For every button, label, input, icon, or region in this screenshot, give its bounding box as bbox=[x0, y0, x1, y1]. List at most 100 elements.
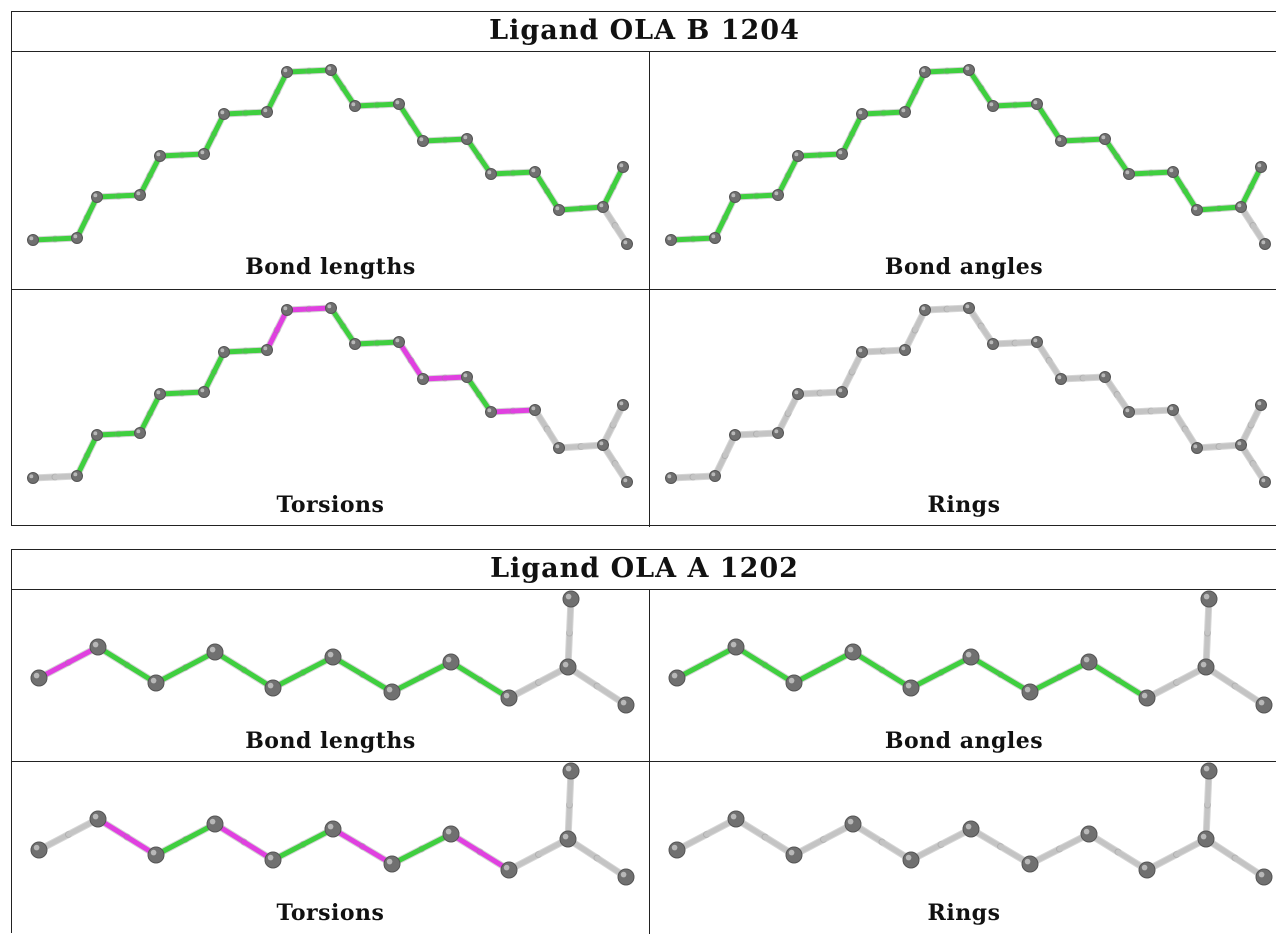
atom bbox=[529, 166, 541, 178]
atom bbox=[836, 148, 848, 160]
atom-highlight bbox=[209, 646, 216, 653]
atom-highlight bbox=[965, 66, 970, 71]
atom-highlight bbox=[395, 338, 400, 343]
ligand-panel-ola-a-1202: Ligand OLA A 1202 Bond lengths Bond angl… bbox=[11, 549, 1276, 934]
atom-highlight bbox=[671, 672, 678, 679]
cell-rings: Rings bbox=[650, 762, 1276, 934]
atom bbox=[1138, 861, 1156, 879]
atom-highlight bbox=[351, 102, 356, 107]
atom bbox=[1099, 133, 1111, 145]
atom bbox=[461, 133, 473, 145]
atom bbox=[617, 399, 629, 411]
atom-highlight bbox=[1200, 833, 1207, 840]
atom-highlight bbox=[150, 849, 157, 856]
atom-highlight bbox=[1193, 444, 1198, 449]
molecule-view-torsions bbox=[30, 762, 635, 886]
atom bbox=[1138, 689, 1156, 707]
atom-highlight bbox=[858, 110, 863, 115]
atom bbox=[553, 442, 565, 454]
atom-highlight bbox=[730, 641, 737, 648]
atom bbox=[962, 820, 980, 838]
atom bbox=[844, 815, 862, 833]
atom-highlight bbox=[136, 429, 141, 434]
atom-highlight bbox=[351, 340, 356, 345]
atom bbox=[1255, 399, 1267, 411]
cell-caption: Bond lengths bbox=[245, 254, 416, 280]
atom-highlight bbox=[1024, 686, 1031, 693]
atom-highlight bbox=[263, 108, 268, 113]
atom-highlight bbox=[667, 474, 672, 479]
atom bbox=[668, 841, 686, 859]
atom bbox=[1200, 590, 1218, 608]
atom-highlight bbox=[267, 854, 274, 861]
molecule-view-bond-angles bbox=[665, 64, 1271, 250]
atom-highlight bbox=[386, 858, 393, 865]
atom bbox=[1099, 371, 1111, 383]
atom bbox=[1259, 476, 1271, 488]
atom bbox=[1259, 238, 1271, 250]
atom-highlight bbox=[847, 646, 854, 653]
atom bbox=[134, 427, 146, 439]
atom bbox=[856, 108, 868, 120]
atom bbox=[147, 846, 165, 864]
atom bbox=[1191, 442, 1203, 454]
cell-caption: Rings bbox=[927, 492, 1001, 518]
atom bbox=[836, 386, 848, 398]
atom bbox=[902, 679, 920, 697]
atom bbox=[154, 150, 166, 162]
atom bbox=[261, 344, 273, 356]
cell-bond-angles: Bond angles bbox=[650, 590, 1276, 761]
atom-highlight bbox=[200, 388, 205, 393]
atom-highlight bbox=[965, 304, 970, 309]
atom bbox=[349, 338, 361, 350]
atom-highlight bbox=[1083, 828, 1090, 835]
atom-highlight bbox=[731, 431, 736, 436]
atom-highlight bbox=[1200, 661, 1207, 668]
atom bbox=[1080, 653, 1098, 671]
atom bbox=[349, 100, 361, 112]
atom bbox=[325, 64, 337, 76]
atom bbox=[1197, 830, 1215, 848]
atom-highlight bbox=[92, 813, 99, 820]
atom bbox=[665, 472, 677, 484]
atom bbox=[902, 851, 920, 869]
atom-highlight bbox=[156, 152, 161, 157]
atom-highlight bbox=[788, 849, 795, 856]
molecule-view-bond-angles bbox=[668, 590, 1273, 714]
cell-bond-lengths: Bond lengths bbox=[12, 590, 649, 761]
atom bbox=[30, 669, 48, 687]
atom bbox=[1191, 204, 1203, 216]
panel-title: Ligand OLA A 1202 bbox=[12, 550, 1276, 590]
atom-highlight bbox=[623, 240, 628, 245]
atom-highlight bbox=[327, 651, 334, 658]
atom bbox=[89, 638, 107, 656]
atom bbox=[727, 810, 745, 828]
cell-caption: Rings bbox=[927, 900, 1001, 926]
atom bbox=[617, 161, 629, 173]
atom-highlight bbox=[445, 656, 452, 663]
row-divider bbox=[12, 761, 1276, 762]
atom-highlight bbox=[1258, 699, 1265, 706]
atom-highlight bbox=[267, 682, 274, 689]
atom bbox=[485, 406, 497, 418]
atom bbox=[442, 825, 460, 843]
atom-highlight bbox=[445, 828, 452, 835]
atom bbox=[987, 338, 999, 350]
atom bbox=[89, 810, 107, 828]
atom-highlight bbox=[905, 682, 912, 689]
atom-highlight bbox=[487, 408, 492, 413]
atom-highlight bbox=[599, 203, 604, 208]
atom-highlight bbox=[1257, 401, 1262, 406]
atom-highlight bbox=[1101, 373, 1106, 378]
atom-highlight bbox=[921, 68, 926, 73]
atom-highlight bbox=[1033, 100, 1038, 105]
atom bbox=[856, 346, 868, 358]
atom bbox=[442, 653, 460, 671]
atom bbox=[1255, 161, 1267, 173]
cell-caption: Bond lengths bbox=[245, 728, 416, 754]
atom bbox=[1235, 439, 1247, 451]
cell-caption: Bond angles bbox=[884, 728, 1044, 754]
atom bbox=[665, 234, 677, 246]
atom-highlight bbox=[671, 844, 678, 851]
atom-highlight bbox=[93, 431, 98, 436]
